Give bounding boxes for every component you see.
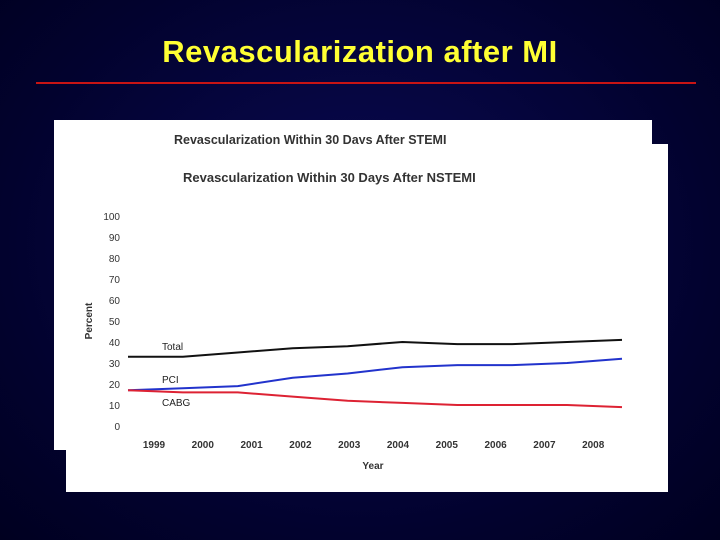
series-line-pci	[127, 357, 623, 392]
series-label-total: Total	[162, 342, 183, 353]
y-tick-label: 100	[103, 212, 120, 223]
series-label-pci: PCI	[162, 375, 179, 386]
y-tick-label: 60	[109, 296, 121, 307]
x-tick-label: 2006	[484, 440, 507, 451]
x-tick-label: 2004	[387, 440, 410, 451]
y-tick-label: 20	[109, 380, 121, 391]
series-line-total	[128, 338, 623, 358]
y-tick-label: 80	[109, 254, 121, 265]
series-line-cabg	[127, 389, 623, 409]
nstemi-line-chart: Revascularization Within 30 Days After N…	[84, 170, 623, 472]
y-tick-label: 90	[109, 233, 121, 244]
x-tick-label: 1999	[143, 440, 166, 451]
y-tick-label: 0	[114, 422, 120, 433]
x-tick-label: 2005	[436, 440, 459, 451]
back-chart-title: Revascularization Within 30 Days After S…	[174, 133, 447, 147]
y-tick-label: 50	[109, 317, 121, 328]
title-divider	[36, 82, 696, 84]
y-tick-label: 70	[109, 275, 121, 286]
slide-title: Revascularization after MI	[162, 34, 558, 69]
x-tick-label: 2003	[338, 440, 361, 451]
x-tick-label: 2001	[240, 440, 263, 451]
chart-title: Revascularization Within 30 Days After N…	[183, 170, 476, 185]
x-tick-label: 2000	[192, 440, 215, 451]
x-axis-label: Year	[362, 461, 383, 472]
y-tick-label: 30	[109, 359, 121, 370]
x-tick-label: 2008	[582, 440, 605, 451]
x-tick-label: 2007	[533, 440, 556, 451]
y-axis-label: Percent	[84, 302, 95, 339]
front-chart-card: Revascularization Within 30 Days After N…	[66, 144, 668, 492]
series-label-cabg: CABG	[162, 398, 191, 409]
x-tick-label: 2002	[289, 440, 312, 451]
y-tick-label: 40	[109, 338, 121, 349]
y-tick-label: 10	[109, 401, 121, 412]
